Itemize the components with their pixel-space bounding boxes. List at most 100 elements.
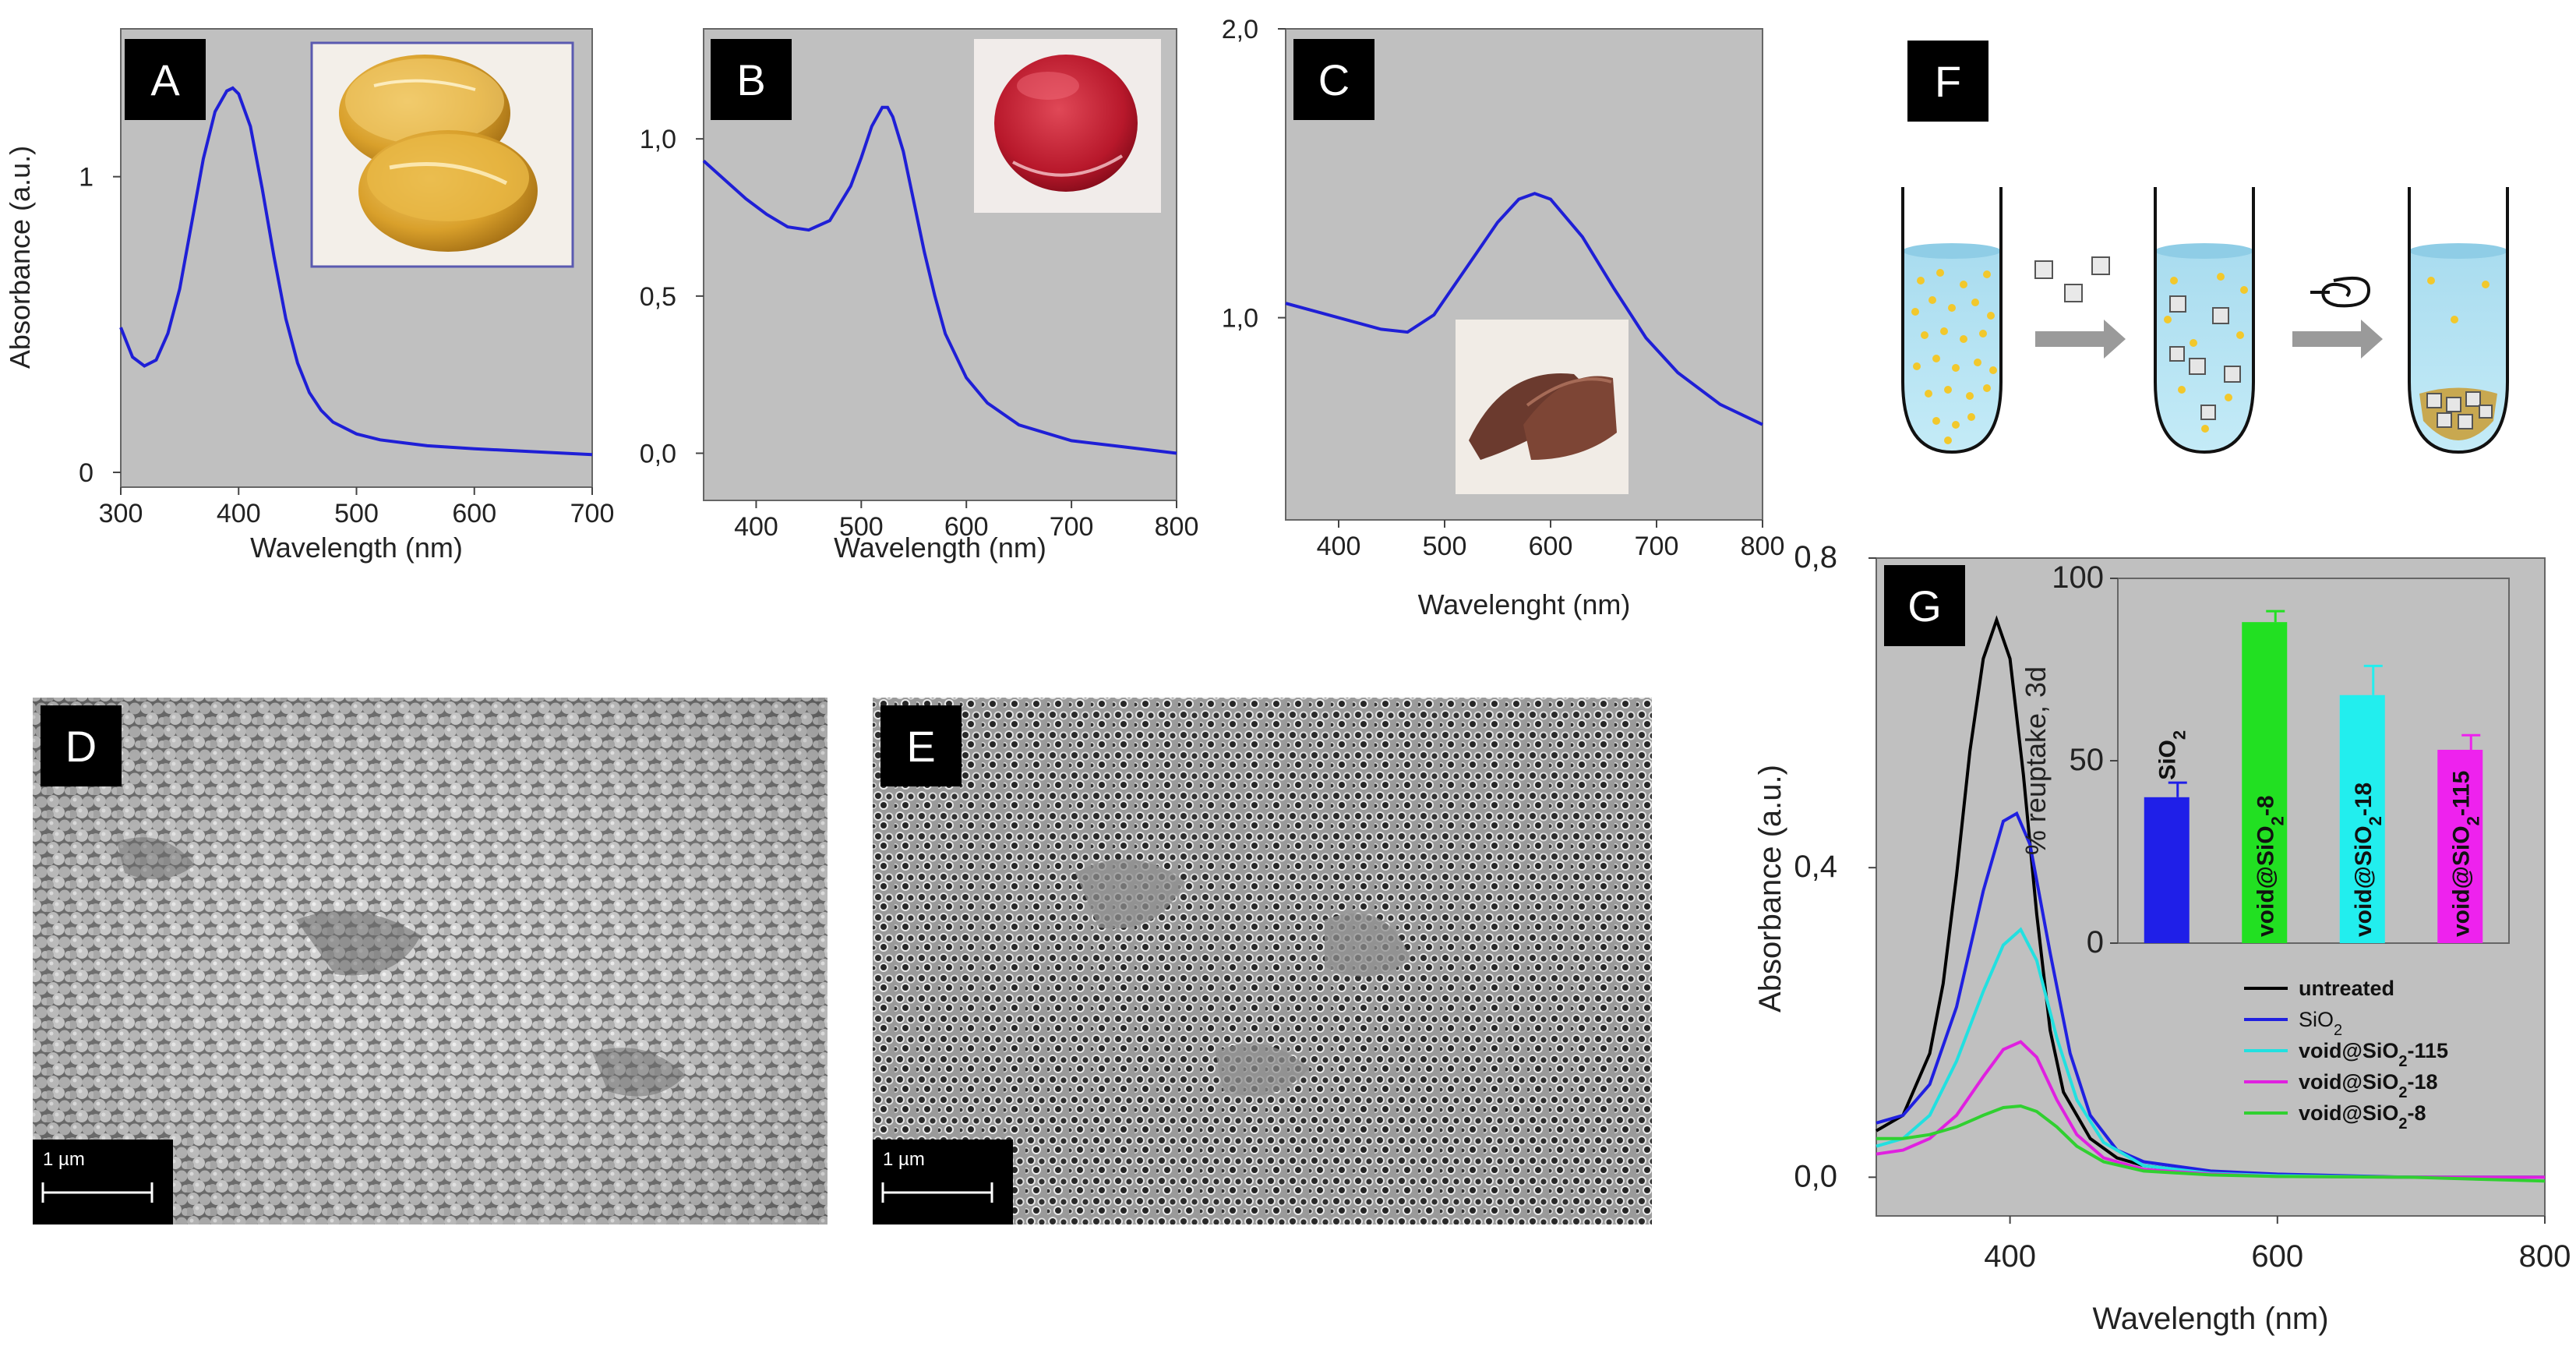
x-tick-label: 600	[452, 499, 496, 528]
centrifuge-icon	[2310, 277, 2371, 308]
panel-a: 300 400 500 600 700 0 1 Wavelength (nm) Absorban…	[4, 28, 614, 564]
inset-y-tick-label: 50	[2070, 743, 2105, 777]
y-tick-label: 0,4	[1794, 850, 1837, 884]
panel-c: 400 500 600 700 800 1,0 2,0 Wavelenght (nm) C	[1222, 15, 1785, 620]
x-tick-label: 800	[1155, 512, 1199, 542]
legend-entry: void@SiO2-8	[2299, 1101, 2426, 1133]
bar-label: void@SiO2-18	[2351, 783, 2385, 937]
x-axis-label: Wavelength (nm)	[2092, 1302, 2328, 1336]
photo-amber-discs	[310, 41, 574, 268]
inset-y-tick-label: 0	[2087, 925, 2104, 959]
panel-label-c-box	[1293, 39, 1374, 120]
bar-void@SiO2-115	[2437, 749, 2483, 943]
y-tick-label: 0,0	[1794, 1159, 1837, 1193]
bar-label: void@SiO2-115	[2448, 771, 2482, 937]
y-tick-label: 0	[79, 458, 94, 488]
inset-bar-chart: 0 50 100 % reuptake, 3d SiO2 void@SiO2-8 void@…	[2020, 560, 2510, 959]
panel-e: E 1 µm	[873, 698, 1652, 1224]
x-tick-label: 600	[2251, 1239, 2303, 1274]
arrow-2	[2292, 277, 2383, 359]
absorbance-curves-g	[1875, 615, 2546, 1183]
inset-y-tick-label: 100	[2052, 560, 2104, 595]
sem-image-e	[873, 698, 1652, 1224]
x-tick-label: 400	[217, 499, 261, 528]
particles-icon	[2034, 256, 2110, 302]
absorbance-curve-c	[1285, 192, 1763, 426]
panel-d: D 1 µm	[33, 698, 827, 1224]
x-tick-label: 500	[839, 512, 884, 542]
y-tick-label: 0,0	[640, 440, 676, 469]
absorbance-curve-a	[119, 86, 593, 457]
x-tick-label: 300	[99, 499, 143, 528]
panel-label-b: B	[736, 55, 765, 104]
series-line-void@SiO2-8	[1876, 1104, 2546, 1183]
panel-label-a: A	[150, 55, 180, 104]
scale-bar-box-d	[33, 1140, 173, 1224]
panel-label-f-box	[1907, 41, 1988, 122]
scale-bar-d	[41, 1182, 154, 1203]
photo-red-disc	[974, 39, 1161, 213]
bar-SiO2	[2144, 797, 2190, 943]
bar-label: SiO2	[2155, 730, 2190, 780]
scale-bar-e	[881, 1182, 993, 1203]
y-axis-label: Absorbance (a.u.)	[1753, 765, 1787, 1012]
x-tick-label: 400	[734, 512, 778, 542]
legend-entry: untreated	[2299, 977, 2394, 1000]
y-tick-label: 1,0	[1222, 304, 1258, 334]
x-tick-label: 600	[1529, 532, 1573, 561]
panel-label-d: D	[65, 722, 97, 771]
bar-void@SiO2-8	[2242, 622, 2288, 943]
x-tick-label: 500	[334, 499, 379, 528]
axes-c: 400 500 600 700 800 1,0 2,0 Wavelenght (nm)	[1222, 15, 1785, 620]
x-tick-label: 500	[1423, 532, 1467, 561]
x-tick-label: 800	[1741, 532, 1785, 561]
y-tick-label: 1	[79, 163, 94, 193]
x-axis-label: Wavelength (nm)	[250, 532, 463, 564]
panel-label-c: C	[1318, 55, 1350, 104]
y-tick-label: 2,0	[1222, 15, 1258, 44]
panel-f: F	[1901, 41, 2509, 454]
scale-bar-label-e: 1 µm	[883, 1149, 925, 1170]
legend-entry: void@SiO2-115	[2299, 1039, 2448, 1070]
x-tick-label: 600	[944, 512, 989, 542]
photo-brown-pieces	[1456, 320, 1629, 494]
tube-2	[2154, 187, 2255, 454]
y-axis-label: Absorbance (a.u.)	[4, 146, 36, 369]
panel-label-g-box	[1884, 565, 1965, 646]
bar-void@SiO2-18	[2339, 694, 2385, 943]
panel-label-d-box	[41, 705, 122, 786]
y-tick-label: 0,5	[640, 282, 676, 312]
bar-label: void@SiO2-8	[2253, 795, 2287, 937]
legend-entry: void@SiO2-18	[2299, 1070, 2438, 1101]
absorbance-curve-b	[702, 105, 1177, 455]
x-tick-label: 700	[1635, 532, 1679, 561]
scale-bar-label-d: 1 µm	[43, 1149, 85, 1170]
panel-label-a-box	[125, 39, 206, 120]
panel-label-g: G	[1907, 581, 1942, 631]
scale-bar-box-e	[873, 1140, 1013, 1224]
x-tick-label: 400	[1984, 1239, 2036, 1274]
y-tick-label: 1,0	[640, 125, 676, 154]
series-line-SiO2	[1876, 811, 2545, 1179]
axes-a: 300 400 500 600 700 0 1 Wavelength (nm) Absorban…	[4, 146, 614, 564]
panel-label-e: E	[906, 722, 935, 771]
x-tick-label: 700	[570, 499, 615, 528]
tube-1	[1901, 187, 2003, 454]
legend-g: untreated SiO2void@SiO2-115void@SiO2-18vo…	[2244, 977, 2448, 1133]
panel-label-b-box	[711, 39, 792, 120]
tube-3	[2408, 187, 2509, 454]
axes-b: 400 500 600 700 800 0,0 0,5 1,0 Wavelength (nm)	[640, 125, 1199, 564]
x-tick-label: 700	[1050, 512, 1094, 542]
panel-g: 400 600 800 0,0 0,4 0,8 Wavelength (nm) Absorba…	[1753, 540, 2571, 1336]
inset-y-axis-label: % reuptake, 3d	[2020, 666, 2052, 855]
legend-entry: SiO2	[2299, 1008, 2342, 1039]
panel-label-f: F	[1935, 57, 1961, 106]
panel-label-e-box	[880, 705, 962, 786]
y-tick-label: 0,8	[1794, 540, 1837, 574]
x-axis-label: Wavelenght (nm)	[1418, 588, 1631, 620]
arrow-1	[2034, 256, 2126, 359]
x-axis-label: Wavelength (nm)	[834, 532, 1046, 564]
x-tick-label: 800	[2519, 1239, 2571, 1274]
